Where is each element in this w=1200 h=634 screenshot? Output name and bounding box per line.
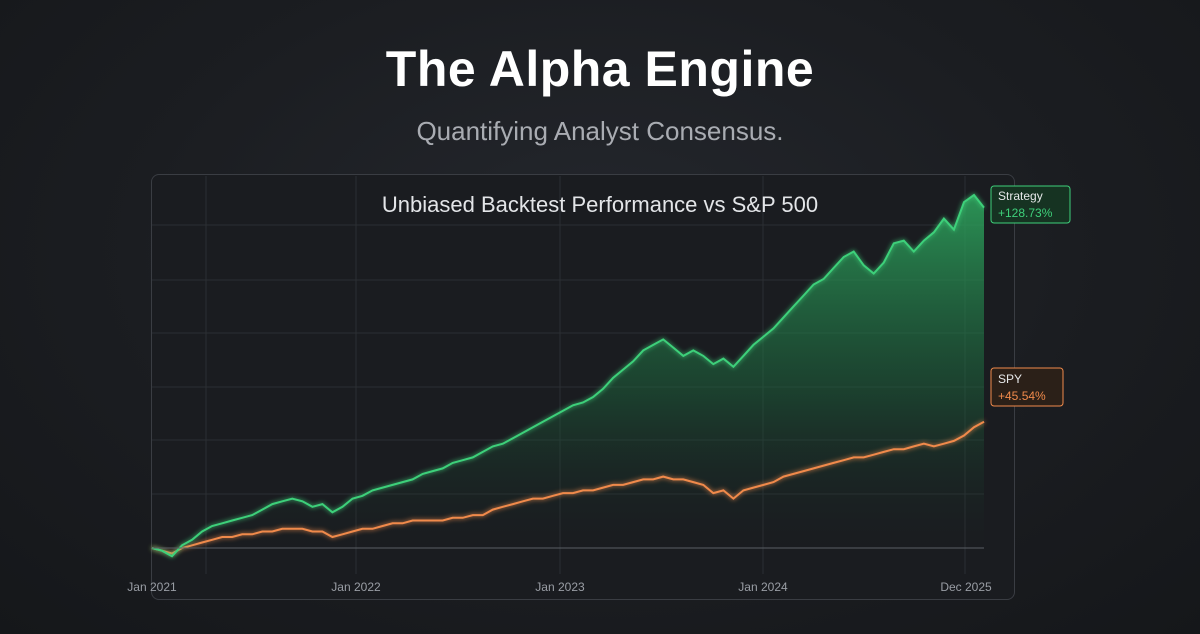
chart-title: Unbiased Backtest Performance vs S&P 500 xyxy=(382,192,818,217)
x-tick-label: Dec 2025 xyxy=(940,580,992,594)
x-tick-label: Jan 2022 xyxy=(331,580,381,594)
x-tick-label: Jan 2021 xyxy=(127,580,177,594)
spy-line xyxy=(151,420,985,555)
strategy-area-fill xyxy=(152,195,984,557)
strategy-tag-name: Strategy xyxy=(998,189,1043,203)
page-subtitle: Quantifying Analyst Consensus. xyxy=(416,116,784,146)
spy-end-tag: SPY +45.54% xyxy=(990,367,1064,407)
strategy-end-tag: Strategy +128.73% xyxy=(990,185,1071,224)
spy-tag-value: +45.54% xyxy=(998,389,1046,403)
spy-tag-name: SPY xyxy=(998,372,1022,386)
page-title: The Alpha Engine xyxy=(385,41,815,97)
x-axis-ticks: Jan 2021 Jan 2022 Jan 2023 Jan 2024 Dec 2025 xyxy=(127,580,992,594)
x-tick-label: Jan 2023 xyxy=(535,580,585,594)
strategy-line xyxy=(151,193,985,558)
strategy-tag-value: +128.73% xyxy=(998,206,1053,220)
x-tick-label: Jan 2024 xyxy=(738,580,788,594)
